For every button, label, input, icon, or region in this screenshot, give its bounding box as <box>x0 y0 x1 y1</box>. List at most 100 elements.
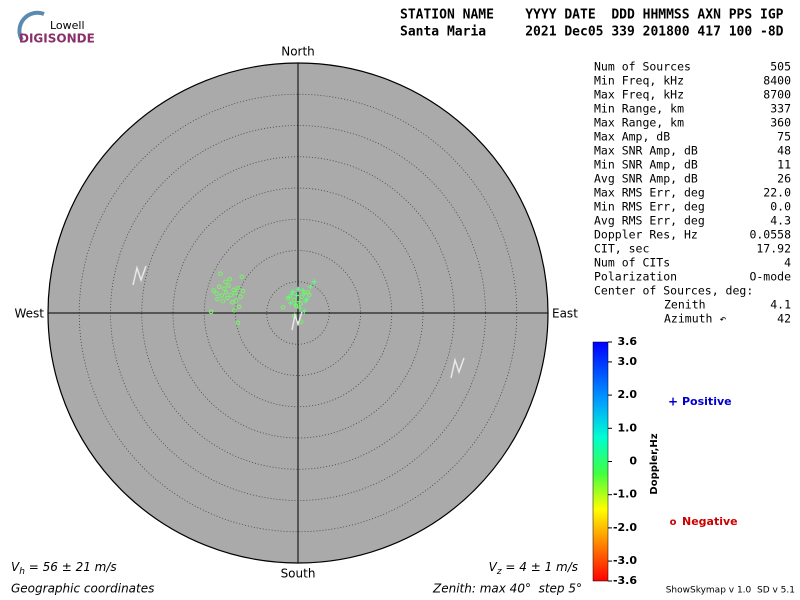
colorbar-label: Doppler,Hz <box>649 433 660 494</box>
colorbar-tick-label: 1.0 <box>618 421 638 434</box>
source-negative <box>236 304 242 310</box>
colorbar-tick-label: -2.0 <box>613 521 637 534</box>
stat-label: Azimuth ↶ <box>664 312 726 326</box>
source-positive <box>300 288 306 293</box>
source-positive <box>308 284 313 290</box>
stat-label: Min RMS Err, deg <box>594 200 705 214</box>
velocity: Vh = 56 ± 21 m/s <box>11 560 117 577</box>
source-negative <box>235 320 241 326</box>
zenith-note: Zenith: max 40° step 5° <box>432 582 582 596</box>
source-negative <box>225 295 230 301</box>
colorbar-tick-label: -1.0 <box>613 488 637 501</box>
stat-value: 0.0558 <box>749 228 791 242</box>
colorbar-scale <box>592 341 609 582</box>
stat-label: Max SNR Amp, dB <box>594 144 698 158</box>
source-negative <box>214 291 220 296</box>
source-negative <box>299 294 305 300</box>
source-positive <box>311 279 317 285</box>
stat-value: 11 <box>777 158 791 172</box>
stat-label: Max RMS Err, deg <box>594 186 705 200</box>
stat-value: 4 <box>784 256 791 270</box>
stat-label: Min Freq, kHz <box>594 74 684 88</box>
source-positive <box>303 298 308 304</box>
stat-label: Avg RMS Err, deg <box>594 214 705 228</box>
logo-bottom: DIGISONDE <box>19 32 95 46</box>
velocity-symbol: V <box>489 560 498 574</box>
velocity-symbol: V <box>11 560 20 574</box>
source-positive <box>294 293 300 298</box>
source-negative <box>226 283 231 288</box>
source-negative <box>221 286 227 291</box>
source-negative <box>227 276 233 282</box>
source-negative <box>228 292 234 298</box>
source-negative <box>223 279 228 285</box>
source-negative <box>235 285 241 291</box>
stat-label: Max Freq, kHz <box>594 88 684 102</box>
logo-top: Lowell <box>50 19 85 32</box>
velocity: Vz = 4 ± 1 m/s <box>489 560 578 577</box>
stat-label: Num of CITs <box>594 256 670 270</box>
source-negative <box>230 300 235 305</box>
source-negative <box>220 298 226 304</box>
velocity-glyph <box>132 265 147 286</box>
source-negative <box>239 274 245 280</box>
source-negative <box>293 303 299 309</box>
stat-value: 8400 <box>763 74 791 88</box>
stat-label: Doppler Res, Hz <box>594 228 698 242</box>
source-positive <box>301 291 307 297</box>
colorbar: 3.6 3.0 2.0 1.0 0 -1.0 -2.0 -3.0 -3.6 Doppler,Hz +… <box>592 335 738 587</box>
velocity-subscript: z <box>496 567 502 577</box>
colorbar-tick-label: -3.6 <box>613 574 637 587</box>
source-negative <box>298 301 303 306</box>
stat-value: 8700 <box>763 88 791 102</box>
stat-value: 17.92 <box>756 242 791 256</box>
source-positive <box>290 289 296 295</box>
stat-value: O-mode <box>749 270 791 284</box>
stat-value: 360 <box>770 116 791 130</box>
direction-label: West <box>14 307 44 321</box>
legend-symbol: + <box>668 395 678 409</box>
stat-label: Num of Sources <box>594 60 691 74</box>
stat-value: 75 <box>777 130 791 144</box>
polar-plot: North South West East <box>14 45 578 581</box>
legend-label: Positive <box>682 395 732 408</box>
stat-label: Min SNR Amp, dB <box>594 158 698 172</box>
source-negative <box>223 290 229 295</box>
stat-value: 4.3 <box>770 214 791 228</box>
source-negative <box>240 288 246 294</box>
coordinates-note: Geographic coordinates <box>11 582 154 596</box>
source-negative <box>208 309 214 315</box>
stat-label: Polarization <box>594 270 677 284</box>
source-negative <box>238 294 243 300</box>
source-negative <box>216 284 222 290</box>
source-negative <box>219 293 225 298</box>
stat-value: 48 <box>777 144 791 158</box>
colorbar-tick-label: 3.0 <box>618 355 638 368</box>
source-positive <box>297 305 303 311</box>
stat-value: 22.0 <box>763 186 791 200</box>
stat-label: CIT, sec <box>594 242 649 256</box>
colorbar-tick-label: 3.6 <box>618 335 638 348</box>
stat-label: Avg SNR Amp, dB <box>594 172 698 186</box>
velocity-text: = 56 ± 21 m/s <box>25 560 117 574</box>
source-negative <box>211 288 216 293</box>
stat-section: Center of Sources, deg: <box>594 284 753 298</box>
stat-label: Zenith <box>664 298 706 312</box>
direction-label: North <box>281 45 315 59</box>
source-negative <box>305 290 311 295</box>
source-negative <box>231 308 237 313</box>
version-note: ShowSkymap v 1.0 SD v 5.1 <box>666 586 795 596</box>
colorbar-tick-label: 2.0 <box>618 388 638 401</box>
header-values: Santa Maria 2021 Dec05 339 201800 417 10… <box>400 25 784 40</box>
source-negative <box>233 298 239 303</box>
logo-arc <box>17 10 45 42</box>
stat-value: 42 <box>777 312 791 326</box>
velocity-text: = 4 ± 1 m/s <box>502 560 578 574</box>
stat-label: Min Range, km <box>594 102 684 116</box>
stat-label: Max Range, km <box>594 116 684 130</box>
stat-value: 505 <box>770 60 791 74</box>
source-negative <box>280 305 286 310</box>
stat-label: Max Amp, dB <box>594 130 670 144</box>
stat-value: 0.0 <box>770 200 791 214</box>
velocity-subscript: h <box>19 567 25 577</box>
